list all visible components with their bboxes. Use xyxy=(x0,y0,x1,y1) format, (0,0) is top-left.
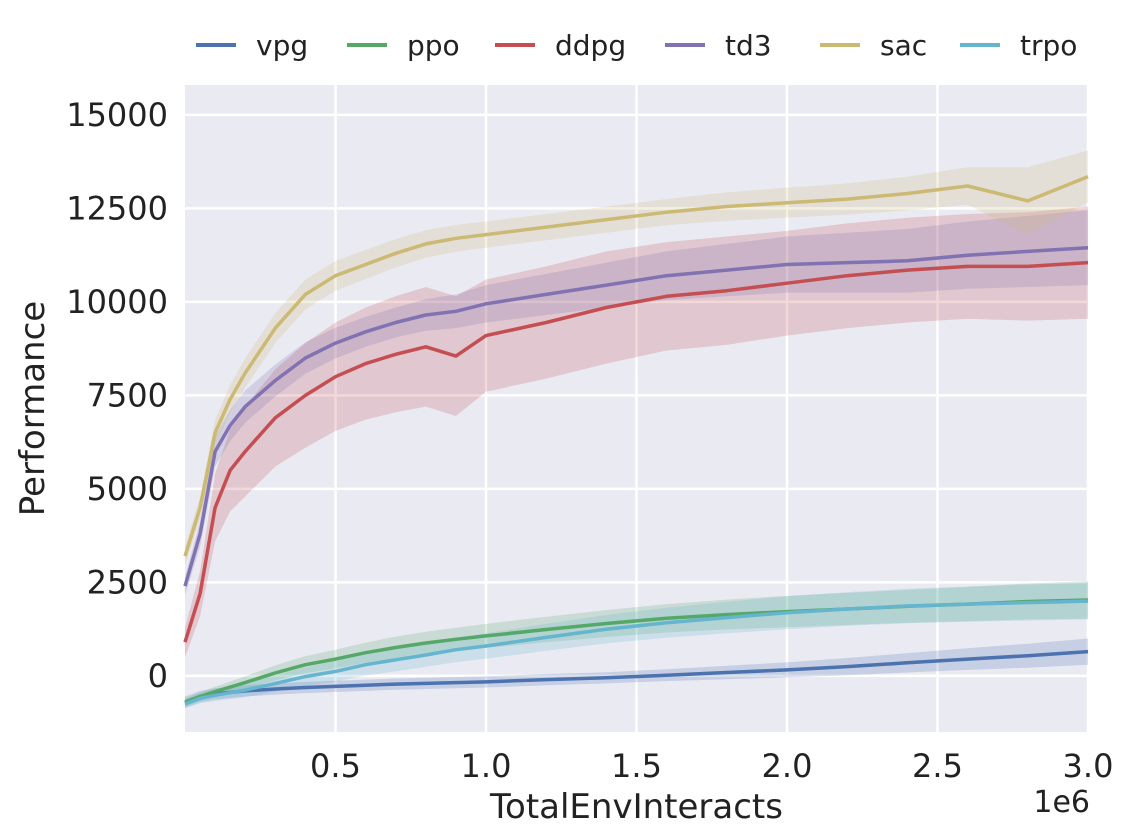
series-lines xyxy=(183,174,1089,706)
line-sac xyxy=(183,174,1089,557)
legend-label: sac xyxy=(880,29,927,62)
legend-label: trpo xyxy=(1020,29,1077,62)
line-trpo xyxy=(184,599,1089,706)
legend-item-ddpg: ddpg xyxy=(495,29,626,62)
y-tick-label: 0 xyxy=(148,657,168,695)
y-tick-label: 5000 xyxy=(87,470,168,508)
legend-item-trpo: trpo xyxy=(960,29,1077,62)
x-axis-ticks: 0.5 1.0 1.5 2.0 2.5 3.0 xyxy=(310,747,1113,785)
y-tick-label: 7500 xyxy=(87,376,168,414)
legend-item-sac: sac xyxy=(820,29,927,62)
legend-label: vpg xyxy=(256,29,308,62)
chart-legend: vpg ppo ddpg td3 sac trpo xyxy=(196,29,1077,62)
band-ppo xyxy=(185,581,1088,706)
line-td3 xyxy=(183,245,1089,587)
x-axis-label: TotalEnvInteracts xyxy=(489,787,783,827)
band-trpo xyxy=(185,582,1088,709)
y-tick-label: 15000 xyxy=(66,96,168,134)
x-axis-offset-label: 1e6 xyxy=(1033,785,1090,820)
line-ddpg xyxy=(183,260,1089,643)
legend-label: td3 xyxy=(725,29,772,62)
grid-lines xyxy=(185,85,1090,732)
y-tick-label: 12500 xyxy=(66,189,168,227)
y-axis-label: Performance xyxy=(13,301,53,516)
x-tick-label: 1.0 xyxy=(461,747,512,785)
legend-label: ppo xyxy=(407,29,460,62)
legend-item-ppo: ppo xyxy=(347,29,460,62)
y-tick-label: 2500 xyxy=(87,563,168,601)
legend-item-td3: td3 xyxy=(665,29,772,62)
legend-item-vpg: vpg xyxy=(196,29,308,62)
band-sac xyxy=(185,150,1088,566)
x-tick-label: 2.5 xyxy=(912,747,963,785)
x-tick-label: 0.5 xyxy=(310,747,361,785)
x-tick-label: 2.0 xyxy=(762,747,813,785)
x-tick-label: 3.0 xyxy=(1063,747,1114,785)
band-td3 xyxy=(185,210,1088,596)
x-tick-label: 1.5 xyxy=(611,747,662,785)
band-vpg xyxy=(185,638,1088,708)
y-axis-ticks: 0 2500 5000 7500 10000 12500 15000 xyxy=(66,96,168,695)
y-tick-label: 10000 xyxy=(66,283,168,321)
legend-label: ddpg xyxy=(555,29,626,62)
